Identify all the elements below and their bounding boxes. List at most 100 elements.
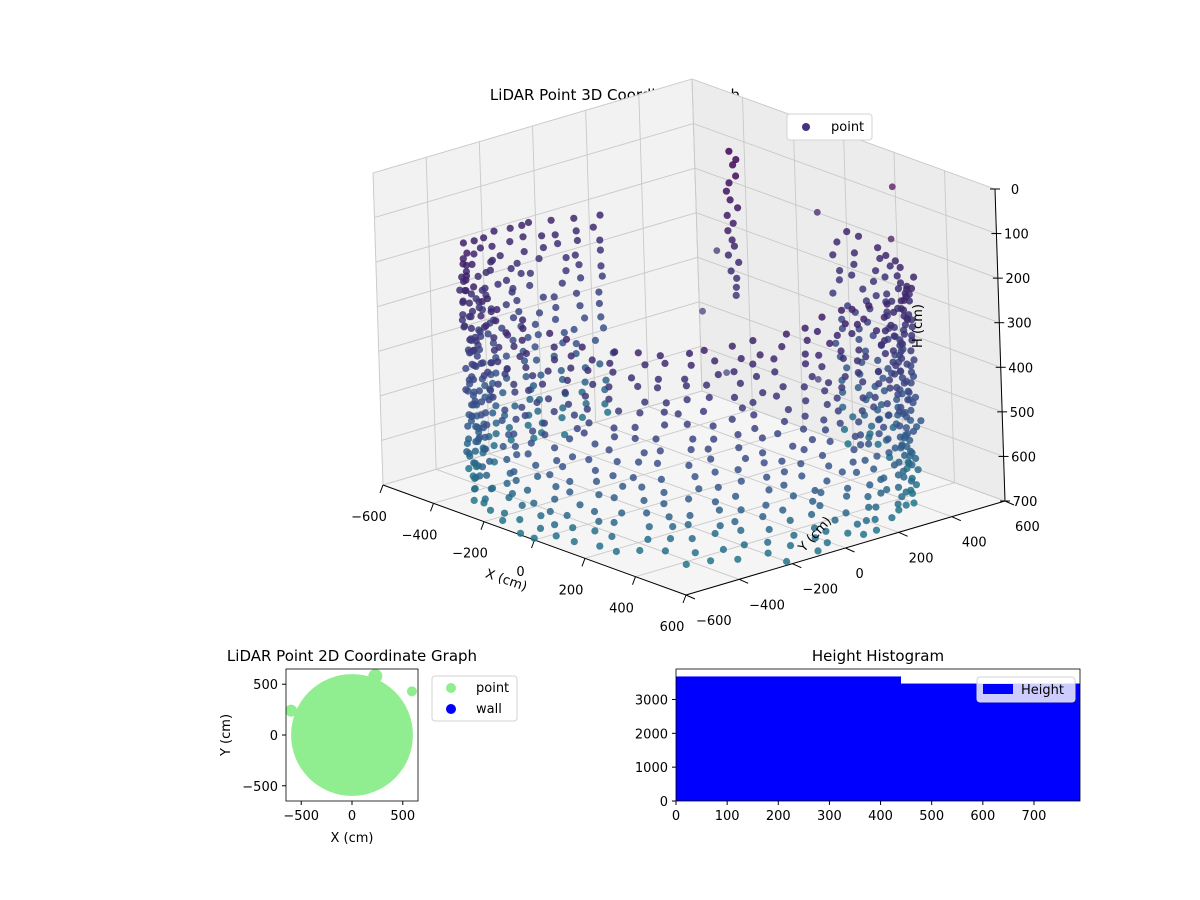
data-point (731, 518, 739, 526)
data-point (566, 435, 574, 443)
data-point (886, 262, 894, 270)
data-point (734, 431, 742, 439)
data-point (899, 306, 908, 314)
data-point (484, 368, 492, 376)
data-point (898, 340, 907, 348)
data-point (909, 427, 918, 435)
data-point (735, 444, 743, 452)
data-point (551, 495, 559, 503)
x-tick-label: −400 (402, 528, 438, 543)
data-point (544, 395, 553, 403)
histogram-bar (676, 676, 902, 801)
data-point (520, 357, 529, 365)
data-point (821, 387, 829, 395)
gridline (701, 390, 1006, 502)
data-point (738, 404, 747, 412)
data-point (657, 475, 666, 483)
data-point (883, 400, 891, 408)
data-point (487, 308, 495, 316)
chart-2d-ticks: −500 −500 0 0 500 500 (242, 678, 415, 824)
data-point (505, 424, 513, 432)
x-tick-label: −600 (351, 510, 387, 525)
data-point (481, 495, 489, 503)
data-point (884, 435, 892, 443)
data-point (687, 446, 695, 454)
data-point (722, 187, 731, 195)
data-point (797, 460, 805, 468)
data-point (578, 413, 587, 421)
data-point (459, 255, 467, 263)
data-point (749, 337, 757, 345)
data-point (774, 430, 782, 438)
data-point (855, 418, 863, 426)
data-point (841, 373, 849, 381)
data-point (893, 272, 901, 280)
data-point (848, 271, 856, 279)
data-point (716, 522, 724, 530)
data-point (762, 501, 770, 509)
data-point (780, 481, 788, 489)
data-point (868, 422, 876, 430)
gridline (380, 301, 700, 397)
data-point (898, 493, 906, 501)
data-point (840, 425, 849, 433)
data-point (510, 380, 518, 388)
data-point (538, 380, 547, 388)
legend-label-wall: wall (476, 702, 502, 717)
data-point (907, 347, 915, 355)
z-tick-label: 100 (1004, 228, 1029, 243)
data-point (570, 214, 578, 222)
z-tick-label: 600 (1011, 450, 1036, 465)
data-point (896, 279, 905, 287)
data-point (703, 381, 711, 389)
data-point (707, 455, 715, 463)
data-point (901, 451, 909, 459)
data-point (530, 534, 538, 542)
data-point (875, 380, 883, 388)
data-point (568, 453, 577, 461)
data-point (571, 251, 579, 259)
data-point (666, 535, 675, 543)
chart-2d-ylabel: Y (cm) (219, 714, 234, 757)
data-point (591, 466, 600, 475)
data-point (477, 312, 485, 320)
data-point (459, 311, 467, 319)
data-point (885, 376, 894, 384)
data-point (532, 461, 540, 469)
data-point (635, 458, 643, 466)
data-point (880, 423, 888, 431)
data-point (896, 408, 904, 416)
data-point (535, 255, 543, 263)
data-point (461, 322, 469, 330)
y-tick-label: −200 (802, 583, 838, 598)
data-point (576, 501, 584, 509)
data-point (478, 286, 486, 294)
data-point (808, 373, 816, 381)
y-tick-label: 200 (909, 551, 934, 566)
data-point (599, 324, 608, 332)
data-point (566, 477, 574, 486)
data-point (872, 292, 880, 300)
data-point (470, 346, 478, 354)
data-point (908, 336, 916, 344)
data-point (685, 495, 693, 503)
data-point (779, 506, 787, 514)
data-point (780, 468, 789, 476)
data-point (481, 382, 489, 390)
data-point (613, 458, 621, 466)
data-point (815, 351, 823, 359)
data-point (507, 436, 515, 444)
data-point (465, 465, 473, 473)
x-tick-label: −500 (283, 809, 319, 824)
data-point (907, 284, 916, 292)
data-point (481, 409, 490, 417)
gridline (696, 212, 1000, 324)
data-point (585, 419, 593, 427)
x-tick-label: 600 (660, 620, 685, 635)
data-point (512, 476, 520, 485)
data-point (904, 315, 912, 324)
legend-box (786, 113, 873, 141)
data-point (887, 321, 895, 329)
data-point (631, 423, 639, 431)
data-point (732, 172, 740, 180)
